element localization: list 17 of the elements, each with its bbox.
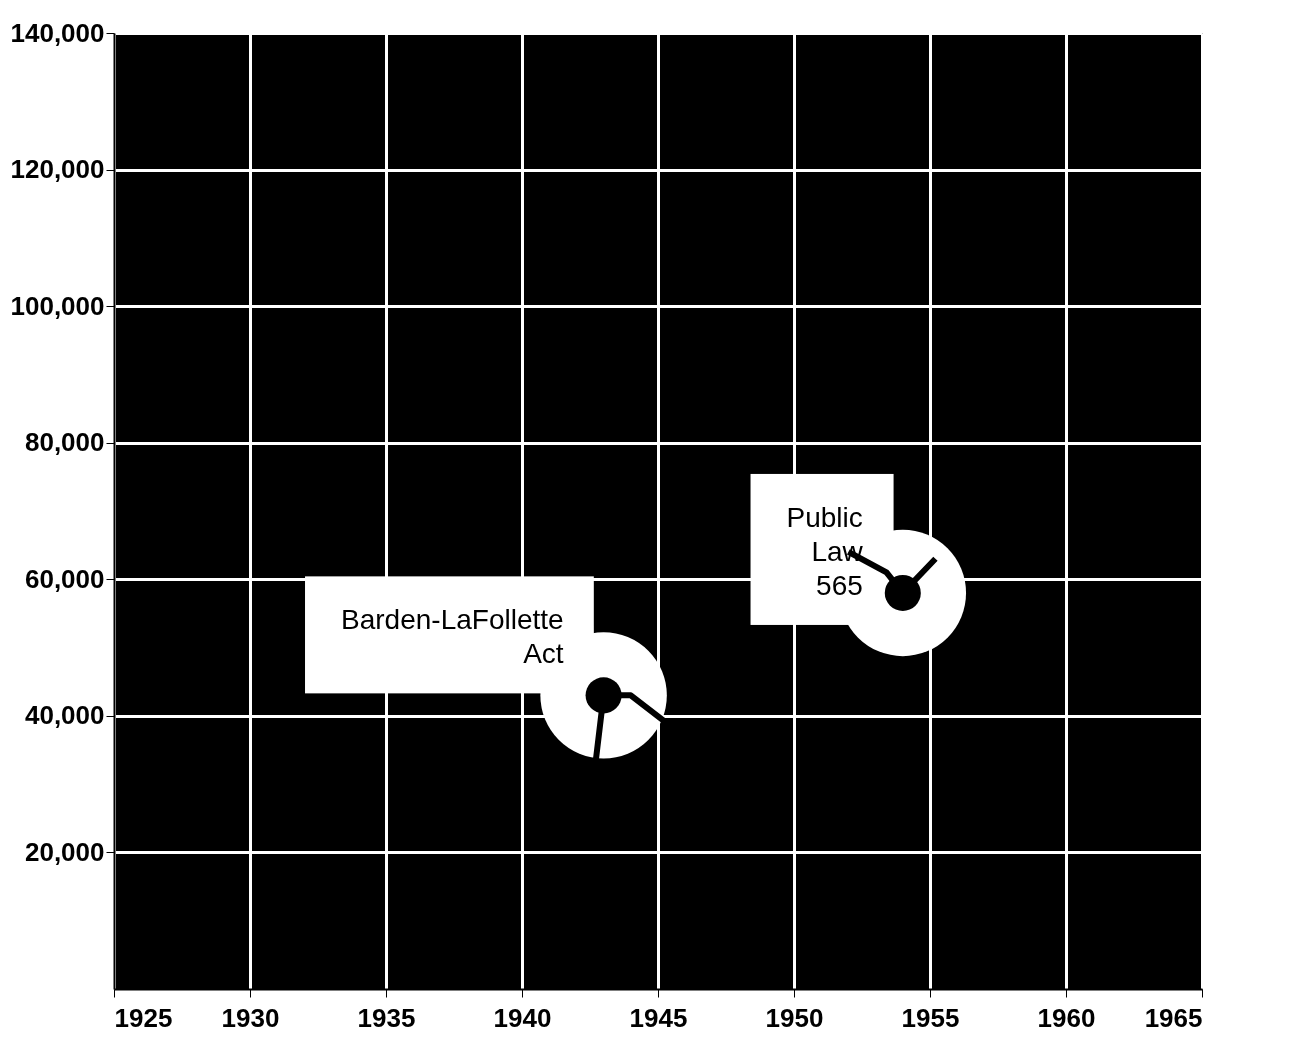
y-tick-label: 60,000 [24, 563, 105, 594]
x-tick-label: 1935 [357, 1002, 416, 1033]
x-tick-label: 1955 [901, 1002, 960, 1033]
y-tick-label: 20,000 [24, 836, 105, 867]
y-tick-label: 40,000 [24, 700, 105, 731]
x-tick-label: 1940 [493, 1002, 552, 1033]
y-tick-label: 120,000 [10, 154, 105, 185]
x-tick-label: 1965 [1144, 1002, 1203, 1033]
y-tick-label: 140,000 [10, 17, 105, 48]
x-tick-label: 1945 [629, 1002, 688, 1033]
x-tick-label: 1930 [221, 1002, 280, 1033]
x-tick-label: 1950 [765, 1002, 824, 1033]
y-tick-label: 100,000 [10, 290, 105, 321]
x-tick-label: 1925 [114, 1002, 173, 1033]
y-tick-label: 80,000 [24, 427, 105, 458]
x-tick-label: 1960 [1037, 1002, 1096, 1033]
annotation: Barden-LaFollette Act [341, 604, 564, 670]
